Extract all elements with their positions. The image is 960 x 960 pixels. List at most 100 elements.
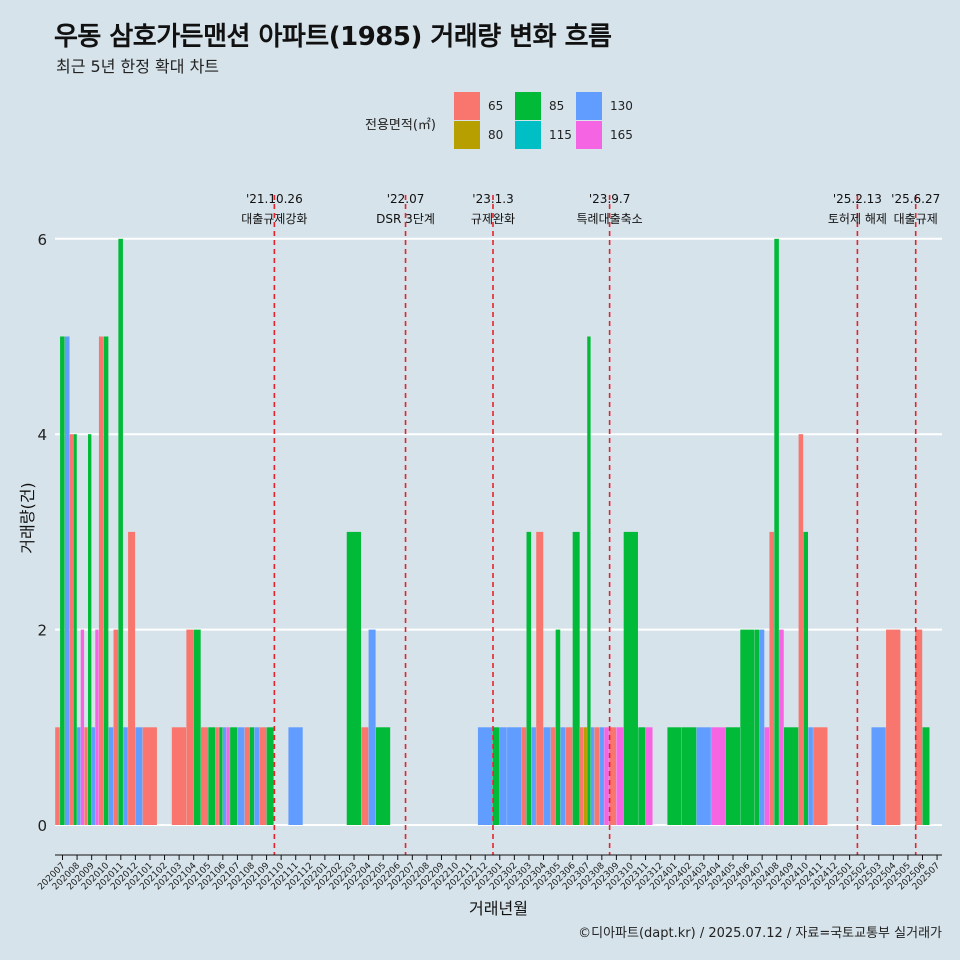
bar-202402-85: [681, 727, 697, 825]
bar-202506-65: [915, 629, 923, 825]
bar-202106-85: [219, 727, 223, 825]
x-tick-label-202309: 202309: [590, 861, 622, 893]
bar-202309-65: [609, 727, 617, 825]
bar-202106-165: [226, 727, 230, 825]
x-tick-label-202205: 202205: [357, 861, 388, 892]
bar-202108-65: [244, 727, 250, 825]
bar-202307-80: [583, 727, 587, 825]
x-tick-label-202505: 202505: [882, 861, 913, 892]
bar-202107-85: [230, 727, 238, 825]
y-tick-label-2: 2: [37, 622, 47, 640]
bar-202305-85: [555, 629, 561, 825]
x-tick-label-202408: 202408: [750, 861, 782, 893]
event-label-2: 규제완화: [471, 212, 515, 226]
source-credit: ©디아파트(dapt.kr) / 2025.07.12 / 자료=국토교통부 실…: [578, 926, 942, 941]
chart-subtitle: 최근 5년 한정 확대 차트: [56, 57, 220, 76]
x-tick-label-202305: 202305: [532, 861, 563, 892]
x-tick-label-202403: 202403: [678, 861, 709, 892]
bar-202204-65: [361, 727, 369, 825]
legend-swatch-65: [454, 92, 480, 120]
bar-202408-85: [774, 238, 779, 826]
legend-item-165: 165: [576, 121, 656, 149]
event-label-4: 토허제 해제: [828, 212, 887, 226]
x-tick-label-202503: 202503: [853, 861, 884, 892]
x-tick-label-202410: 202410: [780, 861, 812, 893]
bar-202411-65: [813, 727, 828, 825]
legend-label-85: 85: [549, 99, 565, 113]
legend-swatch-80: [454, 121, 480, 149]
event-date-0: '21.10.26: [246, 192, 303, 206]
x-tick-label-202311: 202311: [619, 861, 650, 892]
x-tick-label-202210: 202210: [430, 861, 462, 893]
bar-202410-130: [808, 727, 813, 825]
bar-202008-165: [80, 629, 85, 825]
x-tick-label-202109: 202109: [240, 861, 272, 893]
legend-item-80: 80: [454, 121, 534, 149]
bar-202404-165: [711, 727, 726, 825]
x-tick-label-202308: 202308: [576, 861, 608, 893]
x-tick-label-202407: 202407: [736, 861, 767, 892]
bar-202007-65: [55, 727, 60, 825]
bar-202307-85: [587, 336, 591, 825]
bar-202311-165: [645, 727, 653, 825]
x-tick-label-202112: 202112: [284, 861, 315, 892]
legend-label-130: 130: [610, 99, 633, 113]
chart-title: 우동 삼호가든맨션 아파트(1985) 거래량 변화 흐름: [54, 22, 612, 52]
x-tick-label-202108: 202108: [226, 861, 258, 893]
y-tick-label-4: 4: [37, 426, 47, 444]
bar-202009-65: [84, 727, 88, 825]
legend-item-130: 130: [576, 92, 656, 120]
legend-item-65: 65: [454, 92, 534, 120]
bar-202408-65: [769, 531, 775, 825]
bar-202405-85: [725, 727, 740, 825]
bar-202408-165: [779, 629, 784, 825]
x-tick-label-202401: 202401: [648, 861, 679, 892]
bar-202009-130: [91, 727, 95, 825]
x-tick-label-202207: 202207: [386, 861, 417, 892]
event-date-4: '25.2.13: [833, 192, 882, 206]
x-tick-label-202102: 202102: [138, 861, 169, 892]
bar-202108-130: [254, 727, 259, 825]
x-tick-label-202012: 202012: [109, 861, 140, 892]
x-tick-label-202304: 202304: [517, 861, 549, 893]
x-tick-label-202203: 202203: [328, 861, 359, 892]
bar-202310-85: [623, 531, 638, 825]
bar-202504-65: [886, 629, 901, 825]
event-label-1: DSR 3단계: [376, 212, 435, 226]
bar-202109-85: [266, 727, 274, 825]
bar-202109-65: [259, 727, 267, 825]
bar-202212-130: [477, 727, 493, 825]
bar-202106-130: [222, 727, 227, 825]
bar-202009-165: [95, 629, 99, 825]
x-tick-label-202009: 202009: [65, 861, 97, 893]
x-tick-label-202504: 202504: [867, 861, 899, 893]
bar-202308-130: [599, 727, 604, 825]
x-tick-label-202209: 202209: [415, 861, 447, 893]
x-axis-title: 거래년월: [469, 899, 528, 918]
y-tick-label-6: 6: [37, 231, 47, 249]
legend-title: 전용면적(㎡): [365, 118, 436, 133]
bar-202111-130: [288, 727, 303, 825]
bar-202302-130: [507, 727, 522, 825]
bar-202410-85: [803, 531, 809, 825]
legend-swatch-130: [576, 92, 602, 120]
bar-202403-130: [696, 727, 711, 825]
x-tick-label-202008: 202008: [51, 861, 83, 893]
bar-202203-85: [346, 531, 362, 825]
x-tick-label-202111: 202111: [269, 861, 300, 892]
x-tick-label-202405: 202405: [707, 861, 738, 892]
legend-item-85: 85: [515, 92, 595, 120]
x-tick-label-202204: 202204: [342, 861, 374, 893]
bar-202008-130: [77, 727, 81, 825]
bar-202303-65: [521, 727, 527, 825]
bar-202301-130: [499, 727, 507, 825]
x-tick-label-202502: 202502: [838, 861, 869, 892]
x-tick-label-202105: 202105: [182, 861, 213, 892]
x-tick-label-202506: 202506: [896, 861, 928, 893]
x-tick-label-202312: 202312: [634, 861, 665, 892]
x-tick-label-202402: 202402: [663, 861, 694, 892]
event-label-0: 대출규제강화: [241, 212, 307, 226]
x-tick-label-202103: 202103: [153, 861, 184, 892]
x-tick-label-202212: 202212: [459, 861, 490, 892]
bar-202008-65: [69, 434, 74, 825]
